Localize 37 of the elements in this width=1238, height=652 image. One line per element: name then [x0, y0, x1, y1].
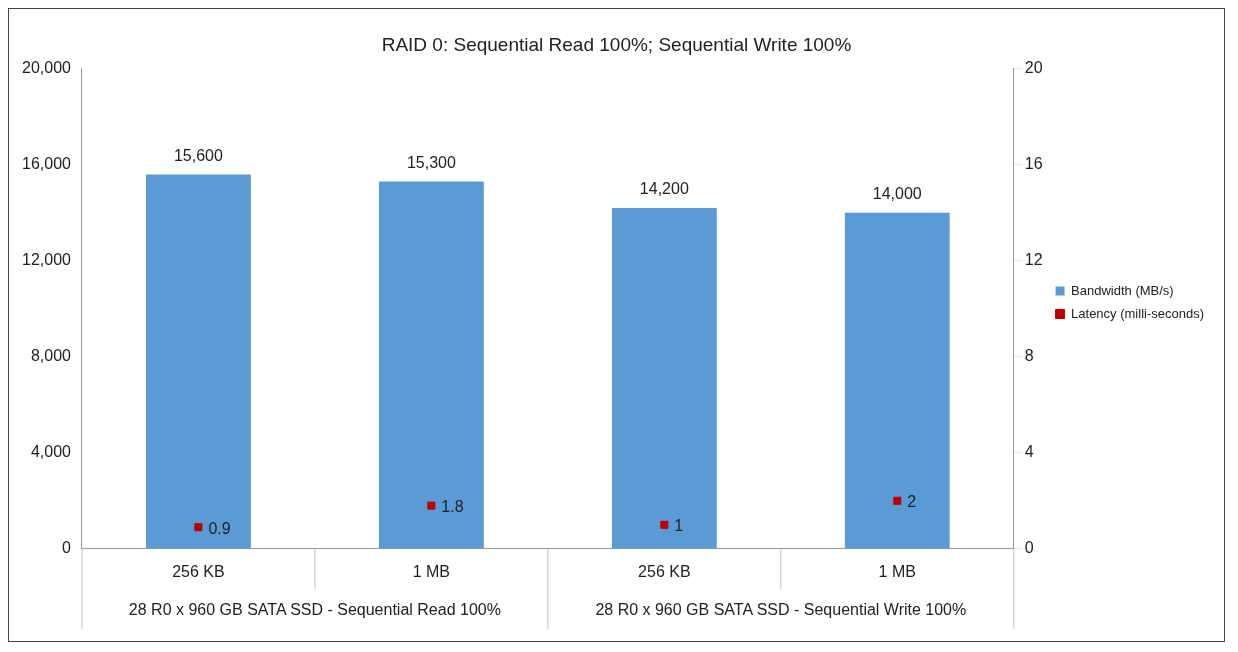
chart-title: RAID 0: Sequential Read 100%; Sequential Write 100%	[381, 33, 852, 55]
y2-tick-label: 0	[1024, 539, 1034, 557]
y-tick-label: 20,000	[22, 59, 72, 77]
y-tick-label: 0	[62, 539, 72, 557]
data-label: 15,300	[406, 154, 456, 172]
data-label: 1.8	[441, 498, 464, 516]
y-tick-label: 16,000	[22, 155, 72, 173]
data-label: 15,600	[173, 146, 223, 164]
x-tick-label: 1 MB	[878, 562, 916, 580]
point	[427, 501, 436, 510]
data-label: 14,000	[872, 185, 922, 203]
y-tick-label: 8,000	[30, 347, 72, 365]
bar	[611, 208, 717, 549]
bar	[378, 181, 484, 549]
data-label: 2	[907, 493, 917, 511]
point	[660, 520, 669, 529]
bar	[146, 174, 251, 549]
y2-tick-label: 16	[1024, 155, 1043, 173]
y2-tick-label: 4	[1024, 443, 1034, 461]
y2-tick-label: 12	[1024, 251, 1043, 269]
y-tick-label: 4,000	[30, 443, 72, 461]
legend-label: Latency (milli-seconds)	[1071, 305, 1204, 321]
point	[893, 496, 902, 505]
text: 28 R0 x 960 GB SATA SSD - Sequential Read 100%	[128, 601, 501, 619]
x-tick-label: 256 KB	[638, 562, 691, 580]
y2-tick-label: 8	[1024, 347, 1034, 365]
point	[194, 523, 203, 532]
x-tick-label: 1 MB	[412, 562, 451, 580]
y-tick-label: 12,000	[22, 251, 72, 269]
legend-label: Bandwidth (MB/s)	[1071, 282, 1174, 298]
bar	[844, 212, 950, 549]
data-label: 14,200	[639, 180, 689, 198]
y2-tick-label: 20	[1024, 59, 1043, 77]
text: 28 R0 x 960 GB SATA SSD - Sequential Write 100%	[595, 601, 967, 619]
data-label: 0.9	[208, 519, 231, 537]
x-tick-label: 256 KB	[172, 562, 225, 580]
data-label: 1	[674, 517, 684, 535]
